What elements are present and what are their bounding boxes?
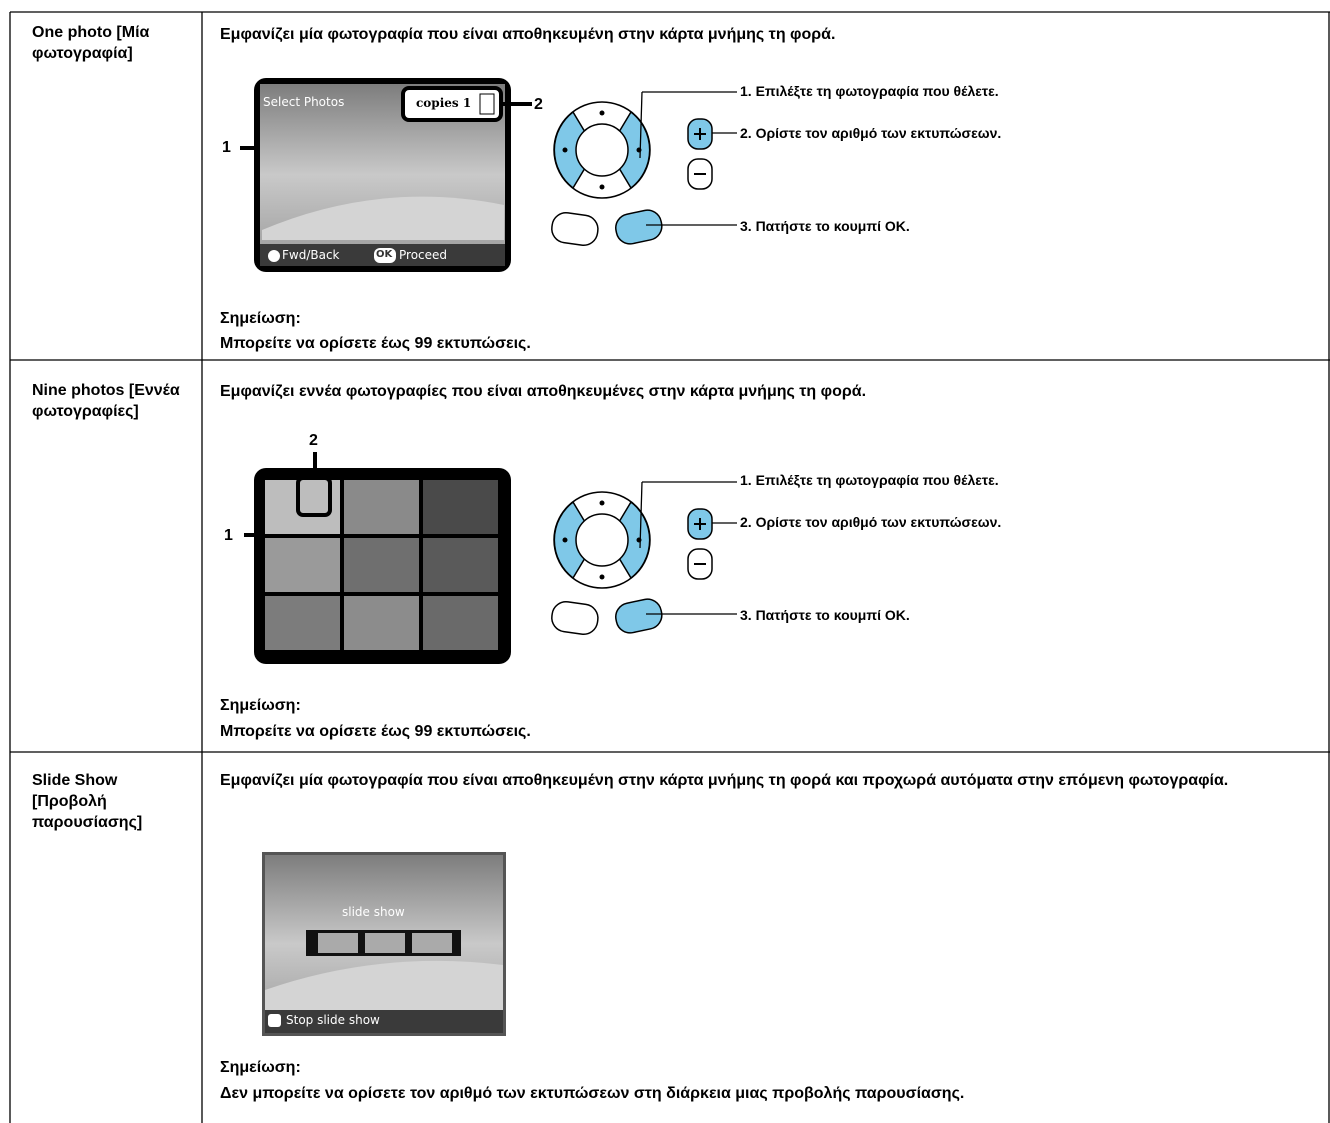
step: 3. Πατήστε το κουμπί OK. <box>740 607 910 623</box>
step: 1. Επιλέξτε τη φωτογραφία που θέλετε. <box>740 472 999 488</box>
row-label: One photo [Μία φωτογραφία] <box>32 24 150 62</box>
thumbnail <box>344 538 419 592</box>
copies-box <box>401 86 503 122</box>
screen-title: slide show <box>342 905 405 919</box>
dpad-arrow <box>599 500 605 506</box>
fwd-icon <box>268 250 280 262</box>
dpad-arrow <box>599 574 605 580</box>
screen-bar <box>265 1010 503 1033</box>
thumbnail <box>423 480 498 534</box>
thumbnail <box>344 480 419 534</box>
back-button <box>551 211 599 246</box>
dpad-arrow <box>599 110 605 116</box>
callout: 1 <box>222 139 231 156</box>
back-button <box>551 600 599 635</box>
row-description: Εμφανίζει μία φωτογραφία που είναι αποθη… <box>220 772 1229 789</box>
copies-spin <box>479 93 495 115</box>
dpad-center <box>575 123 629 177</box>
hill <box>265 960 503 1010</box>
thumbnail <box>265 538 340 592</box>
row-description: Εμφανίζει μία φωτογραφία που είναι αποθη… <box>220 26 836 43</box>
ok-button <box>615 209 663 245</box>
hill <box>262 196 504 240</box>
copies-label: copies 1 <box>416 96 472 110</box>
rule <box>639 91 643 159</box>
note-title: Σημείωση: <box>220 697 301 714</box>
film-frame <box>412 933 452 953</box>
note-text: Δεν μπορείτε να ορίσετε τον αριθμό των ε… <box>220 1085 965 1102</box>
screen-stop: Stop slide show <box>286 1013 380 1027</box>
thumbnail <box>265 480 340 534</box>
ok-icon <box>374 248 396 263</box>
step: 1. Επιλέξτε τη φωτογραφία που θέλετε. <box>740 83 999 99</box>
dpad-arrow <box>562 147 568 153</box>
screen-proceed: Proceed <box>399 248 448 262</box>
note-title: Σημείωση: <box>220 310 301 327</box>
thumbnail <box>423 596 498 650</box>
step: 2. Ορίστε τον αριθμό των εκτυπώσεων. <box>740 514 1002 530</box>
screen-title: Select Photos <box>263 95 345 109</box>
thumbnail <box>265 596 340 650</box>
rule <box>639 481 643 549</box>
note-title: Σημείωση: <box>220 1059 301 1076</box>
film-frame <box>365 933 405 953</box>
step: 2. Ορίστε τον αριθμό των εκτυπώσεων. <box>740 125 1002 141</box>
step: 3. Πατήστε το κουμπί OK. <box>740 218 910 234</box>
screen-ok: OK <box>376 249 393 260</box>
dpad-arrow <box>599 184 605 190</box>
callout: 1 <box>224 527 233 544</box>
row-label: Slide Show [Προβολή παρουσίασης] <box>32 772 143 831</box>
row-description: Εμφανίζει εννέα φωτογραφίες που είναι απ… <box>220 383 867 400</box>
callout: 2 <box>534 96 543 113</box>
stop-icon <box>268 1014 281 1027</box>
row-label: Nine photos [Εννέα φωτογραφίες] <box>32 382 180 420</box>
note-text: Μπορείτε να ορίσετε έως 99 εκτυπώσεις. <box>220 723 531 740</box>
dpad-arrow <box>562 537 568 543</box>
ok-button <box>615 598 663 634</box>
thumbnail <box>344 596 419 650</box>
film-frame <box>318 933 358 953</box>
screen-fwd-back: Fwd/Back <box>282 248 340 262</box>
dpad-center <box>575 513 629 567</box>
callout: 2 <box>309 432 318 449</box>
note-text: Μπορείτε να ορίσετε έως 99 εκτυπώσεις. <box>220 335 531 352</box>
thumbnail <box>423 538 498 592</box>
